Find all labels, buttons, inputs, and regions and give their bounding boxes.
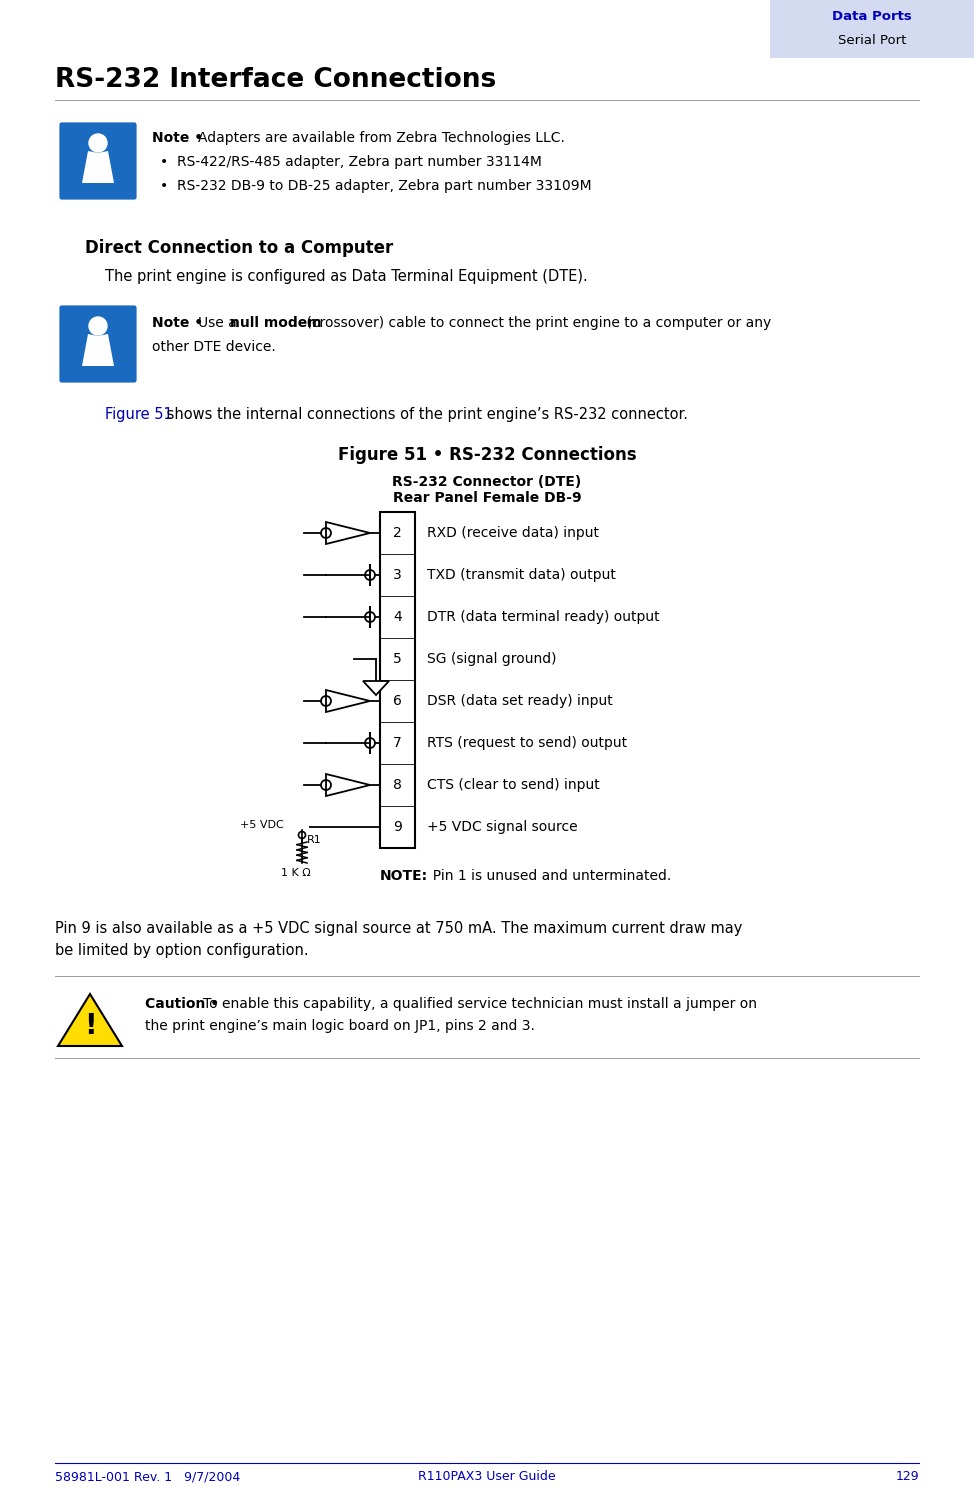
Polygon shape <box>326 689 370 712</box>
Text: +5 VDC: +5 VDC <box>241 820 284 829</box>
FancyBboxPatch shape <box>58 120 138 202</box>
Text: •  RS-232 DB-9 to DB-25 adapter, Zebra part number 33109M: • RS-232 DB-9 to DB-25 adapter, Zebra pa… <box>160 179 591 193</box>
Polygon shape <box>82 150 114 184</box>
Text: CTS (clear to send) input: CTS (clear to send) input <box>427 778 600 792</box>
Text: RXD (receive data) input: RXD (receive data) input <box>427 527 599 540</box>
Text: Pin 1 is unused and unterminated.: Pin 1 is unused and unterminated. <box>424 868 671 883</box>
Text: Figure 51 • RS-232 Connections: Figure 51 • RS-232 Connections <box>338 445 636 464</box>
Polygon shape <box>326 774 370 796</box>
Text: 129: 129 <box>895 1470 919 1484</box>
Text: DTR (data terminal ready) output: DTR (data terminal ready) output <box>427 610 659 625</box>
Text: NOTE:: NOTE: <box>380 868 429 883</box>
Text: Pin 9 is also available as a +5 VDC signal source at 750 mA. The maximum current: Pin 9 is also available as a +5 VDC sign… <box>55 921 742 936</box>
Text: be limited by option configuration.: be limited by option configuration. <box>55 942 309 957</box>
Text: R1: R1 <box>307 835 321 844</box>
Text: 2: 2 <box>393 527 402 540</box>
Text: RS-232 Connector (DTE): RS-232 Connector (DTE) <box>393 476 581 489</box>
Text: Note •: Note • <box>152 316 208 330</box>
Text: +5 VDC signal source: +5 VDC signal source <box>427 820 578 834</box>
Text: 9: 9 <box>393 820 402 834</box>
Polygon shape <box>82 334 114 366</box>
Text: SG (signal ground): SG (signal ground) <box>427 652 556 667</box>
Text: Note •: Note • <box>152 131 208 144</box>
Text: Adapters are available from Zebra Technologies LLC.: Adapters are available from Zebra Techno… <box>198 131 565 144</box>
Text: DSR (data set ready) input: DSR (data set ready) input <box>427 694 613 707</box>
Text: 4: 4 <box>393 610 402 625</box>
Polygon shape <box>363 680 389 695</box>
Text: 6: 6 <box>393 694 402 707</box>
Text: 8: 8 <box>393 778 402 792</box>
Bar <box>380 512 415 847</box>
Text: RTS (request to send) output: RTS (request to send) output <box>427 736 627 749</box>
Text: shows the internal connections of the print engine’s RS-232 connector.: shows the internal connections of the pr… <box>162 408 688 423</box>
Text: Data Ports: Data Ports <box>832 11 912 24</box>
Text: null modem: null modem <box>230 316 321 330</box>
Text: TXD (transmit data) output: TXD (transmit data) output <box>427 567 616 582</box>
Text: Caution •: Caution • <box>145 996 224 1011</box>
Text: Serial Port: Serial Port <box>838 33 906 47</box>
Polygon shape <box>326 522 370 543</box>
Text: !: ! <box>84 1013 96 1040</box>
Text: 5: 5 <box>393 652 402 667</box>
Text: R110PAX3 User Guide: R110PAX3 User Guide <box>418 1470 556 1484</box>
Text: 7: 7 <box>393 736 402 749</box>
Text: 1 K Ω: 1 K Ω <box>281 868 311 877</box>
Text: •  RS-422/RS-485 adapter, Zebra part number 33114M: • RS-422/RS-485 adapter, Zebra part numb… <box>160 155 542 169</box>
Text: To enable this capability, a qualified service technician must install a jumper : To enable this capability, a qualified s… <box>203 996 757 1011</box>
Text: RS-232 Interface Connections: RS-232 Interface Connections <box>55 68 496 93</box>
Polygon shape <box>58 993 122 1046</box>
FancyBboxPatch shape <box>58 304 138 384</box>
Text: Rear Panel Female DB-9: Rear Panel Female DB-9 <box>393 491 581 506</box>
Text: other DTE device.: other DTE device. <box>152 340 276 354</box>
Text: 58981L-001 Rev. 1   9/7/2004: 58981L-001 Rev. 1 9/7/2004 <box>55 1470 241 1484</box>
Text: Figure 51: Figure 51 <box>105 408 172 423</box>
Circle shape <box>89 134 107 152</box>
Text: 3: 3 <box>393 567 402 582</box>
Text: Direct Connection to a Computer: Direct Connection to a Computer <box>85 239 393 257</box>
Circle shape <box>89 318 107 336</box>
Bar <box>770 0 974 59</box>
Text: (crossover) cable to connect the print engine to a computer or any: (crossover) cable to connect the print e… <box>302 316 771 330</box>
Text: the print engine’s main logic board on JP1, pins 2 and 3.: the print engine’s main logic board on J… <box>145 1019 535 1032</box>
Text: Use a: Use a <box>198 316 242 330</box>
Text: The print engine is configured as Data Terminal Equipment (DTE).: The print engine is configured as Data T… <box>105 269 587 284</box>
